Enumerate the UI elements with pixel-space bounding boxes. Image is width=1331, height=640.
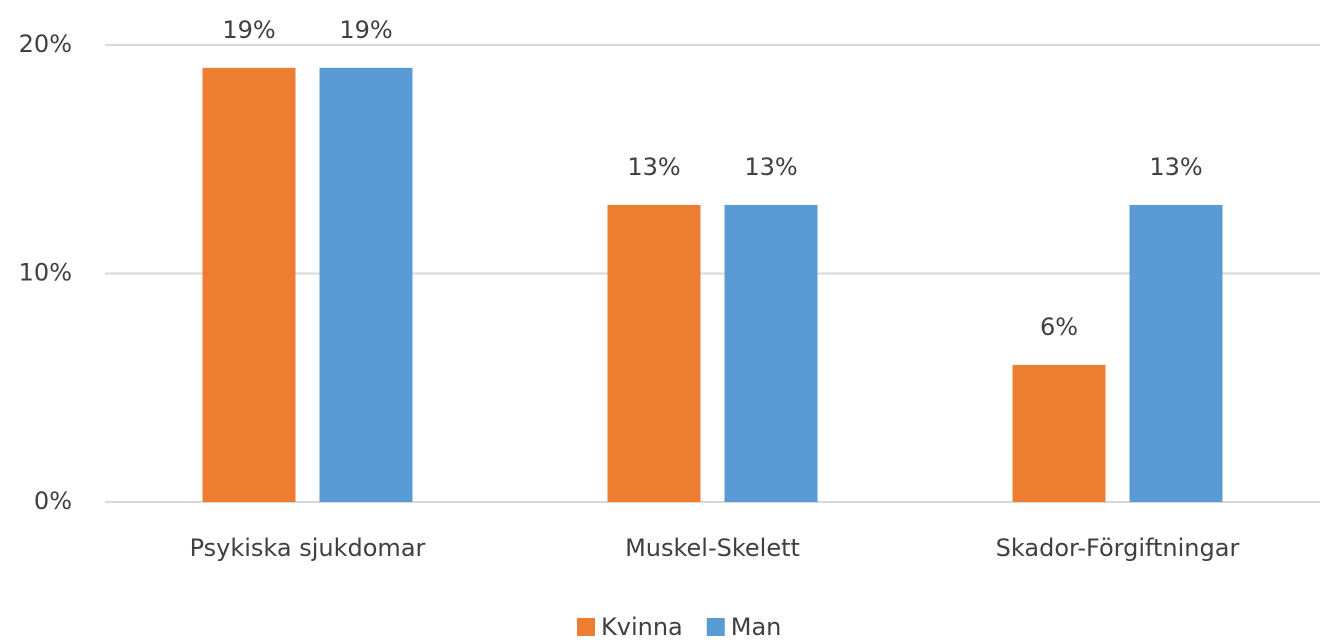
data-label: 13% xyxy=(1149,153,1202,181)
bar xyxy=(202,67,296,502)
legend-swatch xyxy=(577,618,595,636)
bar xyxy=(1012,364,1106,502)
data-label: 6% xyxy=(1040,313,1078,341)
bar xyxy=(724,204,818,502)
data-label: 13% xyxy=(744,153,797,181)
x-tick-label: Skador-Förgiftningar xyxy=(996,534,1240,562)
legend-label: Kvinna xyxy=(601,613,683,640)
legend-label: Man xyxy=(731,613,782,640)
legend-swatch xyxy=(706,618,725,636)
bar xyxy=(1129,204,1223,502)
data-label: 19% xyxy=(339,16,392,44)
y-tick-label: 0% xyxy=(34,487,72,515)
data-label: 19% xyxy=(222,16,275,44)
x-tick-label: Muskel-Skelett xyxy=(625,534,800,562)
bar xyxy=(607,204,701,502)
y-tick-label: 10% xyxy=(19,259,72,287)
data-label: 13% xyxy=(627,153,680,181)
bar xyxy=(319,67,413,502)
y-tick-label: 20% xyxy=(19,30,72,58)
x-tick-label: Psykiska sjukdomar xyxy=(190,534,426,562)
